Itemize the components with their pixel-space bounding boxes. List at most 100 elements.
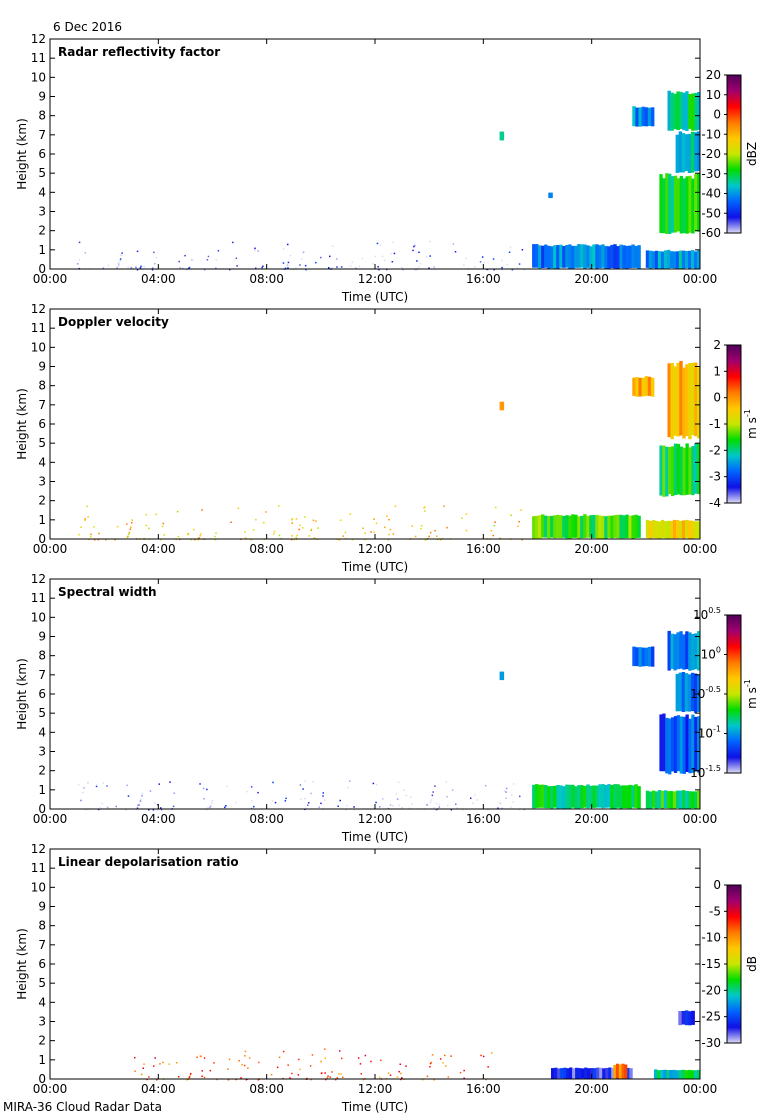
data-region-6 bbox=[663, 790, 668, 808]
data-region-1 bbox=[554, 1067, 558, 1079]
y-tick-label: 0 bbox=[38, 802, 46, 816]
data-speckle bbox=[379, 806, 381, 808]
data-region-4 bbox=[574, 514, 578, 538]
data-speckle bbox=[428, 267, 430, 269]
data-region-3 bbox=[690, 1070, 695, 1079]
data-region-7 bbox=[499, 671, 505, 681]
data-region-3 bbox=[697, 173, 701, 232]
data-speckle bbox=[403, 789, 405, 791]
colorbar-tick-label: 1 bbox=[713, 364, 721, 378]
data-region-5 bbox=[607, 784, 611, 808]
data-region-6 bbox=[691, 791, 695, 809]
y-tick-label: 6 bbox=[38, 957, 46, 971]
data-speckle bbox=[139, 267, 142, 269]
data-region-1 bbox=[626, 1067, 630, 1079]
data-region-3 bbox=[688, 175, 692, 233]
data-speckle bbox=[462, 808, 464, 811]
x-tick-label: 00:00 bbox=[33, 812, 68, 826]
data-region-1 bbox=[596, 1067, 600, 1079]
data-region-3 bbox=[693, 1070, 698, 1079]
data-speckle bbox=[188, 266, 191, 269]
data-speckle bbox=[93, 526, 95, 528]
y-tick-label: 7 bbox=[38, 128, 46, 142]
y-axis-label: Height (km) bbox=[15, 928, 29, 999]
data-speckle bbox=[162, 1061, 164, 1064]
data-region-2 bbox=[682, 447, 686, 496]
x-tick-label: 00:00 bbox=[33, 1082, 68, 1096]
data-speckle bbox=[361, 257, 364, 260]
data-speckle bbox=[190, 1072, 192, 1075]
colorbar-tick-label: -20 bbox=[701, 983, 721, 997]
data-speckle bbox=[439, 1058, 442, 1060]
data-speckle bbox=[296, 534, 298, 537]
data-region-6 bbox=[648, 250, 653, 269]
data-speckle bbox=[255, 267, 257, 269]
data-speckle bbox=[474, 266, 476, 268]
data-region-8 bbox=[548, 192, 553, 199]
data-speckle bbox=[485, 1078, 487, 1081]
y-tick-label: 2 bbox=[38, 764, 46, 778]
data-speckle bbox=[326, 1077, 328, 1079]
data-speckle bbox=[322, 796, 324, 798]
data-region-1 bbox=[697, 367, 701, 439]
data-speckle bbox=[414, 244, 416, 247]
plot-frame bbox=[49, 308, 701, 540]
data-region-1 bbox=[611, 1068, 615, 1079]
data-speckle bbox=[190, 538, 193, 541]
data-speckle bbox=[160, 808, 163, 811]
data-speckle bbox=[270, 1073, 273, 1076]
data-region-6 bbox=[685, 791, 689, 809]
data-region-6 bbox=[660, 790, 665, 809]
data-speckle bbox=[203, 1057, 206, 1059]
data-speckle bbox=[295, 536, 297, 539]
data-region-1 bbox=[563, 1067, 567, 1079]
data-speckle bbox=[199, 1055, 202, 1057]
x-tick-label: 00:00 bbox=[683, 542, 718, 556]
data-speckle bbox=[136, 250, 139, 253]
data-speckle bbox=[329, 1076, 331, 1078]
data-speckle bbox=[209, 1069, 212, 1072]
data-speckle bbox=[376, 242, 379, 245]
y-tick-label: 1 bbox=[38, 783, 46, 797]
data-speckle bbox=[340, 1073, 342, 1075]
data-speckle bbox=[143, 266, 145, 268]
data-speckle bbox=[331, 267, 334, 269]
data-region-5 bbox=[666, 520, 671, 539]
colorbar-tick-label: -3 bbox=[709, 470, 721, 484]
data-region-6 bbox=[654, 250, 659, 269]
data-speckle bbox=[342, 1076, 344, 1078]
y-axis-label: Height (km) bbox=[15, 388, 29, 459]
data-speckle bbox=[211, 800, 214, 802]
data-region-5 bbox=[645, 519, 650, 538]
y-tick-label: 6 bbox=[38, 417, 46, 431]
data-speckle bbox=[435, 802, 438, 805]
data-speckle bbox=[375, 522, 378, 525]
data-speckle bbox=[360, 1073, 362, 1075]
data-region-4 bbox=[625, 514, 629, 539]
data-speckle bbox=[299, 798, 302, 800]
data-speckle bbox=[304, 264, 307, 267]
data-region-5 bbox=[550, 786, 554, 809]
data-speckle bbox=[479, 261, 482, 263]
data-speckle bbox=[211, 802, 213, 804]
data-region-5 bbox=[685, 519, 689, 538]
data-speckle bbox=[227, 1079, 230, 1081]
data-speckle bbox=[372, 263, 374, 265]
panel-title: Spectral width bbox=[58, 585, 157, 599]
data-speckle bbox=[214, 535, 216, 538]
data-speckle bbox=[370, 1060, 372, 1063]
data-speckle bbox=[90, 533, 92, 536]
data-speckle bbox=[301, 527, 304, 529]
data-speckle bbox=[454, 251, 457, 253]
data-region-4 bbox=[547, 516, 551, 539]
data-speckle bbox=[289, 1077, 291, 1079]
data-speckle bbox=[501, 266, 503, 269]
data-region-5 bbox=[532, 784, 536, 809]
data-region-1 bbox=[676, 91, 680, 130]
data-speckle bbox=[273, 530, 276, 533]
data-speckle bbox=[224, 806, 226, 809]
data-speckle bbox=[254, 247, 256, 250]
data-speckle bbox=[82, 792, 84, 794]
data-speckle bbox=[117, 262, 119, 264]
colorbar bbox=[726, 884, 742, 1044]
